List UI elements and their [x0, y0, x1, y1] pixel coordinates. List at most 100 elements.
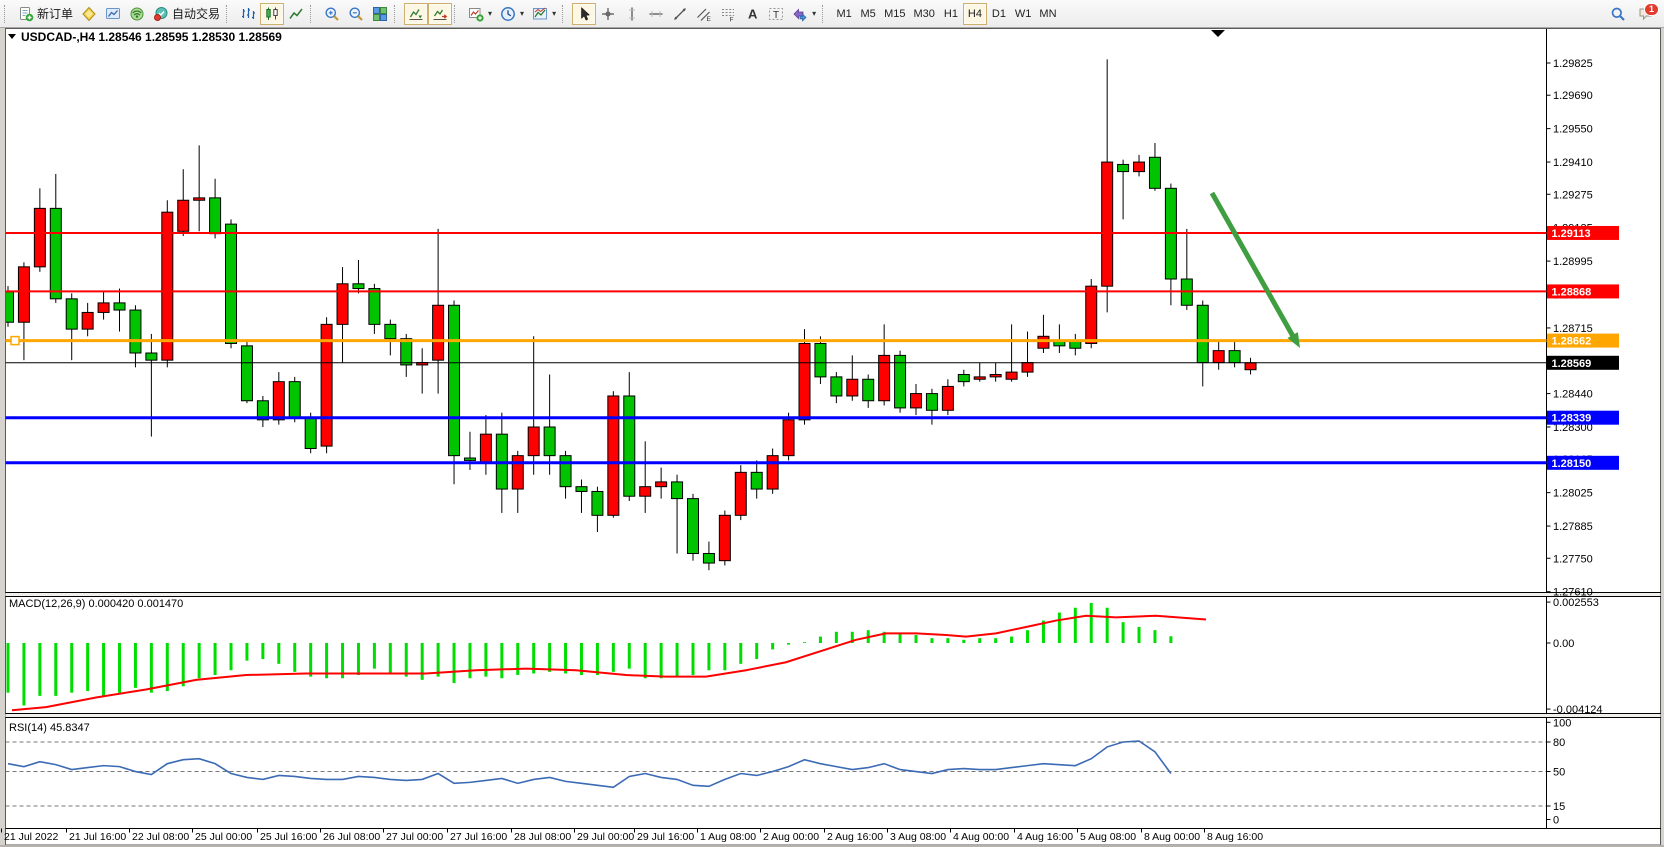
search-icon — [1611, 7, 1625, 21]
zoom-out-button[interactable] — [344, 3, 368, 25]
tf-m5-button[interactable]: M5 — [856, 3, 880, 25]
shapes-button[interactable]: ▾ — [788, 3, 820, 25]
auto-scroll-button[interactable] — [404, 2, 429, 25]
candle — [973, 376, 986, 380]
vline-icon — [629, 7, 636, 20]
candlestick-chart-button[interactable] — [260, 2, 285, 25]
tf-m5-button-label: M5 — [860, 7, 876, 20]
tf-d1-button[interactable]: D1 — [987, 3, 1011, 25]
label-button[interactable]: T — [764, 3, 788, 25]
price-level-lines[interactable] — [5, 231, 1547, 465]
tf-m30-button[interactable]: M30 — [910, 3, 939, 25]
bar-chart-button[interactable] — [236, 3, 260, 25]
auto-trading-button[interactable]: 自动交易 — [149, 3, 224, 25]
navigator-button[interactable] — [125, 3, 149, 25]
candle — [1244, 362, 1257, 371]
period-button[interactable]: ▾ — [496, 3, 528, 25]
time-axis-label: 25 Jul 16:00 — [260, 831, 317, 843]
text-button[interactable]: A — [740, 3, 764, 25]
candle — [65, 298, 78, 330]
time-axis-label: 5 Aug 08:00 — [1080, 831, 1136, 843]
candle — [511, 455, 524, 490]
channel-button[interactable]: E — [692, 3, 716, 25]
toolbar-grip[interactable] — [562, 4, 568, 23]
new-chart-icon — [469, 7, 484, 22]
candle — [1228, 350, 1241, 364]
tile-windows-button[interactable] — [368, 3, 392, 25]
toolbar-group: E F A T ▾ — [560, 1, 820, 27]
line-chart-button[interactable] — [284, 3, 308, 25]
candle — [1117, 163, 1130, 173]
template-button[interactable]: ▾ — [528, 3, 560, 25]
candle — [814, 342, 827, 378]
svg-text:T: T — [773, 10, 779, 21]
tf-h4-button[interactable]: H4 — [962, 2, 987, 25]
toolbar-group: M1 M5 M15 M30 H1 H4 D1 W1 MN — [820, 1, 1060, 27]
tf-m1-button-label: M1 — [836, 7, 852, 20]
candle — [910, 393, 923, 409]
tile-windows-icon — [373, 6, 388, 21]
candle — [432, 304, 445, 361]
candle — [527, 426, 540, 457]
chart-shift-icon — [433, 9, 448, 20]
chart-window[interactable]: 1.29825 1.29690 1.29550 1.29410 1.29275 1.291… — [0, 28, 1664, 847]
crosshair-button[interactable] — [596, 3, 620, 25]
candle — [559, 455, 572, 488]
candle — [925, 393, 938, 411]
label-tool-icon: T — [769, 7, 784, 21]
shapes-icon — [793, 8, 807, 22]
chart-canvas[interactable]: 1.29825 1.29690 1.29550 1.29410 1.29275 1.291… — [0, 28, 1664, 847]
data-window-button[interactable] — [101, 3, 125, 25]
chart-dropdown-icon[interactable] — [8, 34, 16, 39]
candle — [989, 373, 1002, 378]
candle — [639, 486, 652, 497]
tf-w1-button[interactable]: W1 — [1011, 3, 1036, 25]
macd-tick-label: -0.004124 — [1553, 704, 1603, 716]
toolbar-grip[interactable] — [310, 4, 316, 23]
time-axis-label: 26 Jul 08:00 — [323, 831, 380, 843]
market-watch-button[interactable] — [77, 3, 101, 25]
chevron-down-icon[interactable]: ▾ — [520, 9, 525, 18]
tf-m15-button[interactable]: M15 — [880, 3, 909, 25]
new-chart-button[interactable]: ▾ — [464, 3, 496, 25]
toolbar-grip[interactable] — [226, 4, 232, 23]
text-tool-icon: A — [748, 6, 758, 21]
price-tick-label: 1.29690 — [1553, 90, 1593, 102]
tf-m1-button[interactable]: M1 — [832, 3, 856, 25]
chart-shift-button[interactable] — [428, 2, 453, 25]
zoom-in-button[interactable] — [320, 3, 344, 25]
candle — [1133, 161, 1146, 173]
chevron-down-icon[interactable]: ▾ — [488, 9, 493, 18]
trend-arrow[interactable] — [1209, 191, 1300, 348]
navigator-icon — [130, 7, 144, 20]
toolbar-grip[interactable] — [4, 4, 10, 23]
fibonacci-button[interactable]: F — [716, 3, 740, 25]
horizontal-line-button[interactable] — [644, 3, 668, 25]
crosshair-icon — [602, 7, 615, 20]
trendline-button[interactable] — [668, 3, 692, 25]
toolbar-grip[interactable] — [394, 4, 400, 23]
tf-mn-button[interactable]: MN — [1035, 3, 1060, 25]
chart-frame — [0, 28, 1664, 847]
chevron-down-icon[interactable]: ▾ — [812, 9, 817, 18]
rsi-tick-label: 0 — [1553, 815, 1559, 827]
new-order-button[interactable]: 新订单 — [14, 3, 77, 25]
main-toolbar: 新订单 自动交易 ▾ ▾ ▾ E F A T ▾ M1 M5 M15 M30 H1 H4 D1 W1 MN 1 — [0, 0, 1664, 28]
rsi-indicator — [6, 740, 1546, 807]
chart-bars-icon — [242, 7, 256, 19]
candle — [209, 197, 222, 235]
tf-w1-button-label: W1 — [1014, 7, 1032, 20]
candle — [304, 416, 317, 449]
toolbar-grip[interactable] — [822, 4, 828, 23]
candle — [463, 457, 476, 461]
candle — [766, 455, 779, 490]
search-button[interactable] — [1606, 3, 1630, 25]
chevron-down-icon[interactable]: ▾ — [552, 9, 557, 18]
svg-text:A: A — [748, 6, 758, 21]
alerts-button[interactable]: 1 — [1634, 2, 1659, 25]
tf-h1-button[interactable]: H1 — [939, 3, 963, 25]
cursor-button[interactable] — [572, 2, 597, 25]
vertical-line-button[interactable] — [620, 3, 644, 25]
toolbar-grip[interactable] — [454, 4, 460, 23]
